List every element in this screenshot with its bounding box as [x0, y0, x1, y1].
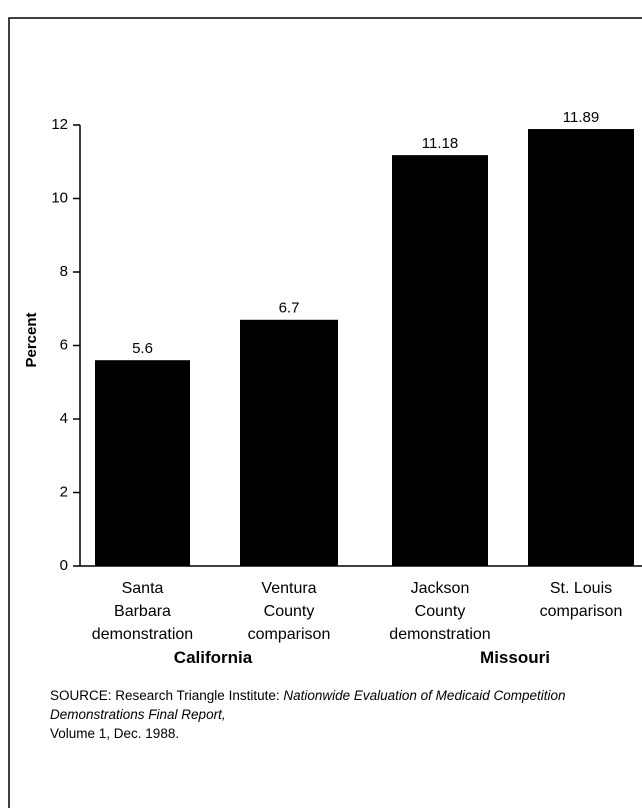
- bar: [95, 360, 190, 566]
- group-label: California: [173, 648, 253, 667]
- y-tick-label: 8: [60, 263, 68, 280]
- value-label: 6.7: [279, 300, 300, 317]
- bar: [392, 155, 488, 566]
- y-tick-label: 6: [60, 336, 68, 353]
- bar: [528, 129, 634, 567]
- x-tick-label: Santa Barbara demonstration: [91, 580, 194, 643]
- y-tick-label: 2: [60, 483, 68, 500]
- y-tick-label: 4: [60, 410, 68, 427]
- y-tick-label: 0: [60, 557, 68, 574]
- y-tick-label: 10: [51, 189, 68, 206]
- x-tick-label: Jackson County demonstration: [389, 580, 491, 643]
- group-label: Missouri: [480, 648, 550, 667]
- y-tick-label: 12: [51, 116, 68, 133]
- x-tick-label: Ventura County comparison: [247, 580, 331, 643]
- value-label: 11.18: [422, 135, 458, 152]
- value-label: 11.89: [563, 109, 599, 126]
- frame: [8, 17, 642, 808]
- value-label: 5.6: [132, 340, 153, 357]
- bar: [240, 319, 338, 566]
- source-prefix: SOURCE: Research Triangle Institute:: [50, 688, 284, 703]
- x-tick-label: St. Louis comparison: [539, 580, 623, 620]
- source-title: Nationwide Evaluation of Medicaid Compet…: [50, 688, 566, 722]
- source-suffix: Volume 1, Dec. 1988.: [50, 726, 180, 741]
- source-note: SOURCE: Research Triangle Institute: Nat…: [50, 686, 620, 743]
- y-axis-label: Percent: [23, 312, 40, 367]
